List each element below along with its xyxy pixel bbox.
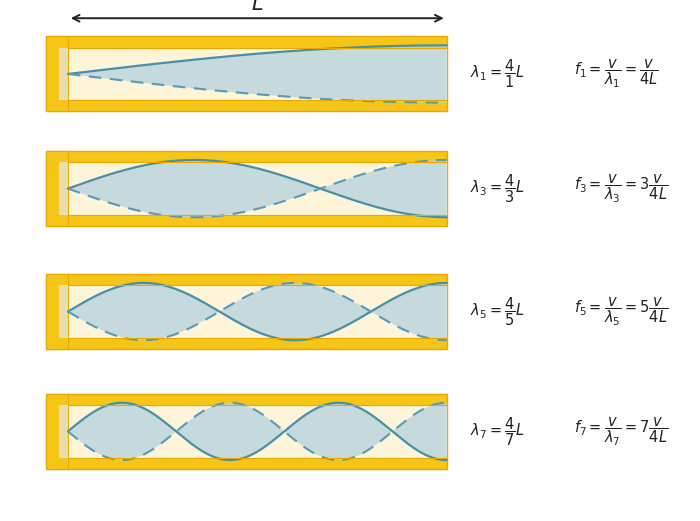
Bar xyxy=(46,151,68,226)
Bar xyxy=(46,36,68,111)
Text: $\lambda_7 = \dfrac{4}{7}L$: $\lambda_7 = \dfrac{4}{7}L$ xyxy=(470,415,525,448)
Text: $f_5 = \dfrac{v}{\lambda_5} = 5\dfrac{v}{4L}$: $f_5 = \dfrac{v}{\lambda_5} = 5\dfrac{v}… xyxy=(574,295,668,328)
Text: $\lambda_5 = \dfrac{4}{5}L$: $\lambda_5 = \dfrac{4}{5}L$ xyxy=(470,295,525,328)
Polygon shape xyxy=(68,160,447,217)
Text: $\lambda_3 = \dfrac{4}{3}L$: $\lambda_3 = \dfrac{4}{3}L$ xyxy=(470,172,525,205)
Text: $f_3 = \dfrac{v}{\lambda_3} = 3\dfrac{v}{4L}$: $f_3 = \dfrac{v}{\lambda_3} = 3\dfrac{v}… xyxy=(574,172,668,205)
Polygon shape xyxy=(68,283,447,340)
Bar xyxy=(59,163,68,215)
Bar xyxy=(68,163,447,215)
Text: $\lambda_1 = \dfrac{4}{1}L$: $\lambda_1 = \dfrac{4}{1}L$ xyxy=(470,58,525,90)
Bar xyxy=(59,405,68,457)
Text: $L$: $L$ xyxy=(251,0,263,14)
Bar xyxy=(46,36,447,111)
Bar xyxy=(59,286,68,338)
Bar xyxy=(46,394,447,469)
Bar xyxy=(46,151,447,226)
Text: $f_7 = \dfrac{v}{\lambda_7} = 7\dfrac{v}{4L}$: $f_7 = \dfrac{v}{\lambda_7} = 7\dfrac{v}… xyxy=(574,415,668,448)
Text: $f_1 = \dfrac{v}{\lambda_1} = \dfrac{v}{4L}$: $f_1 = \dfrac{v}{\lambda_1} = \dfrac{v}{… xyxy=(574,58,659,90)
Polygon shape xyxy=(68,403,447,460)
Bar xyxy=(46,394,68,469)
Bar xyxy=(59,48,68,100)
Bar xyxy=(68,48,447,100)
Bar xyxy=(46,274,68,349)
Bar xyxy=(46,274,447,349)
Polygon shape xyxy=(68,45,447,103)
Bar xyxy=(68,286,447,338)
Bar xyxy=(68,405,447,457)
